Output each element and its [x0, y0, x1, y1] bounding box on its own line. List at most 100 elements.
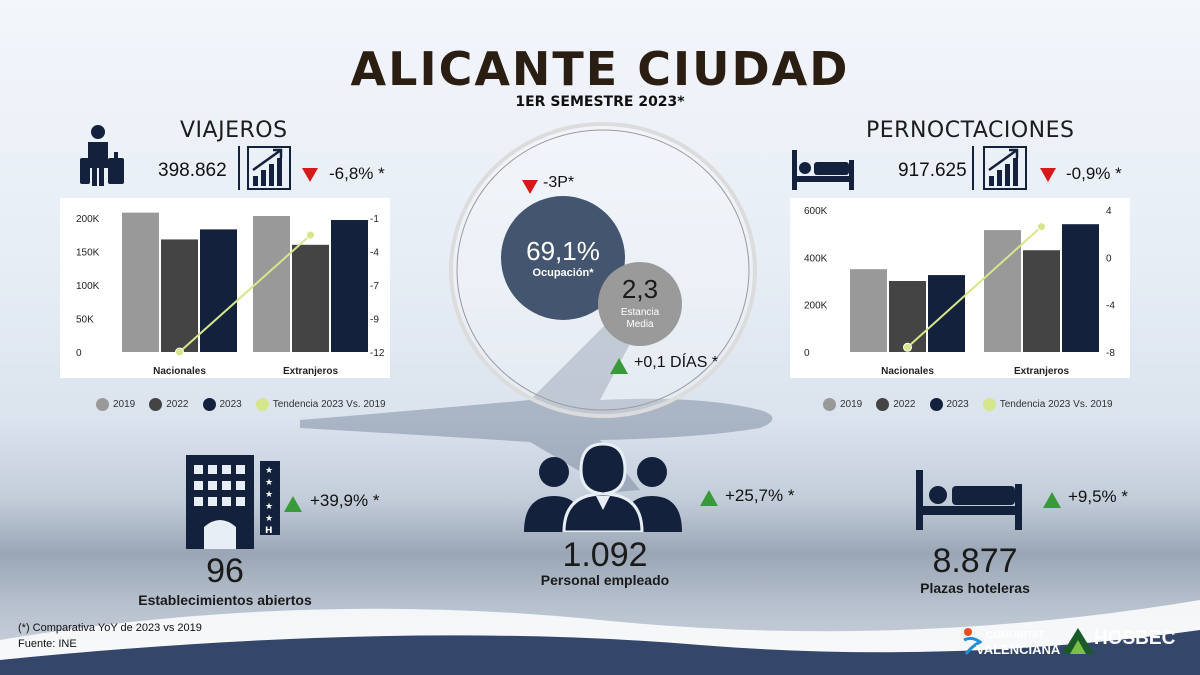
- establecimientos-change: +39,9% *: [310, 491, 380, 510]
- viajeros-legend: 2019 2022 2023 Tendencia 2023 Vs. 2019: [96, 398, 392, 411]
- page-subtitle: 1ER SEMESTRE 2023*: [515, 94, 685, 110]
- viajeros-value: 398.862: [158, 160, 227, 181]
- legend-swatch-trend: [982, 398, 996, 411]
- personal-label: Personal empleado: [540, 572, 670, 588]
- trend-point: [1037, 222, 1046, 232]
- y2-tick-label: 0: [1106, 253, 1112, 264]
- divider: [972, 146, 974, 190]
- legend-swatch-trend: [255, 398, 269, 411]
- triangle-down-icon: [302, 168, 318, 182]
- bar-2022-Extranjeros: [1023, 250, 1060, 352]
- y-tick-label: 0: [76, 348, 82, 359]
- bar-2023-Extranjeros: [1062, 224, 1099, 352]
- personal-value: 1.092: [562, 536, 648, 574]
- stay-bubble: [598, 262, 682, 346]
- luggage-icon: [80, 125, 124, 186]
- trend-line: [906, 225, 1043, 349]
- svg-text:★: ★: [265, 502, 273, 512]
- trend-line: [178, 234, 312, 353]
- svg-text:★: ★: [265, 466, 273, 476]
- y-tick-label: 600K: [804, 206, 828, 217]
- comunitat-valenciana-logo: COMUNITAT VALENCIANA: [962, 626, 1060, 662]
- y2-tick-label: -7: [370, 281, 379, 292]
- legend-label-2022: 2022: [166, 399, 189, 410]
- stay-change: +0,1 DÍAS *: [634, 354, 719, 371]
- svg-text:★: ★: [265, 490, 273, 500]
- bar-2019-Extranjeros: [984, 230, 1021, 352]
- pernoctaciones-legend: 2019 2022 2023 Tendencia 2023 Vs. 2019: [823, 398, 1119, 411]
- stay-label-line1: Estancia: [620, 307, 660, 318]
- bottom-wave: [0, 600, 1200, 675]
- growth-chart-icon: [247, 146, 291, 190]
- personal-change: +25,7% *: [725, 486, 795, 505]
- growth-chart-icon: [983, 146, 1027, 190]
- legend-swatch-2019: [823, 398, 836, 411]
- plazas-label: Plazas hoteleras: [920, 580, 1030, 596]
- establecimientos-value: 96: [206, 552, 244, 590]
- bar-2023-Nacionales: [200, 229, 237, 352]
- y-tick-label: 200K: [76, 214, 100, 225]
- divider: [238, 146, 240, 190]
- people-group-icon: [524, 442, 682, 532]
- legend-label-trend: Tendencia 2023 Vs. 2019: [999, 399, 1113, 410]
- triangle-up-icon: [610, 358, 628, 374]
- bar-2022-Extranjeros: [292, 244, 329, 352]
- stay-label: Estancia Media: [598, 307, 682, 331]
- pernoctaciones-value: 917.625: [898, 160, 967, 181]
- bar-2022-Nacionales: [889, 281, 926, 352]
- footnote-source: Fuente: INE: [18, 638, 77, 650]
- y2-tick-label: -8: [1106, 348, 1115, 359]
- page-title: ALICANTE CIUDAD: [350, 42, 850, 96]
- triangle-up-icon: [284, 496, 302, 512]
- svg-text:★: ★: [265, 478, 273, 488]
- legend-label-trend: Tendencia 2023 Vs. 2019: [272, 399, 386, 410]
- y2-tick-label: -4: [1106, 301, 1115, 312]
- y-tick-label: 100K: [76, 281, 100, 292]
- occupancy-change: -3P*: [543, 174, 575, 191]
- stay-label-line2: Media: [626, 319, 654, 330]
- y2-tick-label: -9: [370, 315, 379, 326]
- y-tick-label: 0: [804, 348, 810, 359]
- cv-logo-mark-icon: [963, 628, 982, 655]
- bar-2019-Nacionales: [122, 212, 159, 352]
- bar-2019-Extranjeros: [253, 215, 290, 352]
- viajeros-heading: VIAJEROS: [180, 118, 288, 143]
- plazas-change: +9,5% *: [1068, 487, 1129, 506]
- plazas-value: 8.877: [932, 542, 1018, 580]
- hotel-building-icon: ★ ★ ★ ★ ★ H: [186, 455, 280, 549]
- triangle-up-icon: [1043, 492, 1061, 508]
- occupancy-value: 69,1%: [526, 236, 600, 266]
- legend-label-2022: 2022: [893, 399, 916, 410]
- svg-text:H: H: [265, 526, 273, 536]
- y-tick-label: 150K: [76, 248, 100, 259]
- viajeros-bar-chart: 0 50K 100K 150K 200K -12 -9 -7 -4 -1 Nacionales Ext…: [76, 212, 385, 377]
- category-label: Extranjeros: [283, 366, 338, 377]
- hosbec-logo-mark-icon: [1062, 628, 1094, 654]
- category-label: Nacionales: [153, 366, 206, 377]
- cv-logo-text-2: VALENCIANA: [976, 642, 1061, 657]
- pernoctaciones-chart-panel: 0 200K 400K 600K -8 -4 0 4 Nacionales Extranjeros: [790, 198, 1130, 378]
- y2-tick-label: -1: [370, 214, 379, 225]
- legend-label-2019: 2019: [840, 399, 863, 410]
- bar-2023-Nacionales: [928, 275, 965, 352]
- trend-point: [903, 342, 912, 352]
- legend-label-2019: 2019: [113, 399, 136, 410]
- cv-logo-text-1: COMUNITAT: [986, 630, 1045, 641]
- legend-swatch-2022: [876, 398, 890, 411]
- viajeros-change: -6,8% *: [329, 164, 385, 183]
- y-tick-label: 400K: [804, 253, 828, 264]
- hosbec-logo-text: HOSBEC: [1094, 628, 1176, 649]
- triangle-up-icon: [700, 490, 718, 506]
- legend-swatch-2019: [96, 398, 109, 411]
- y-tick-label: 200K: [804, 301, 828, 312]
- category-label: Nacionales: [881, 366, 934, 377]
- stay-value: 2,3: [621, 274, 659, 304]
- pernoctaciones-change: -0,9% *: [1066, 164, 1122, 183]
- triangle-down-icon: [522, 180, 538, 194]
- bed-icon: [792, 150, 854, 190]
- viajeros-chart-panel: 0 50K 100K 150K 200K -12 -9 -7 -4 -1 Nacionales Ext…: [60, 198, 390, 378]
- establecimientos-label: Establecimientos abiertos: [138, 592, 312, 608]
- legend-label-2023: 2023: [219, 399, 242, 410]
- legend-swatch-2022: [149, 398, 163, 411]
- y2-tick-label: -12: [370, 348, 385, 359]
